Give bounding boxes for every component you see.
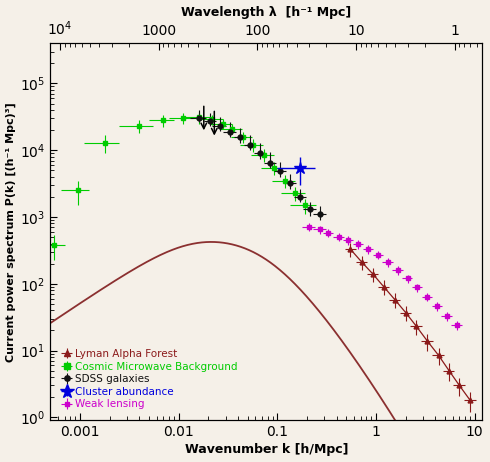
Y-axis label: Current power spectrum P(k) [(h⁻¹ Mpc)³]: Current power spectrum P(k) [(h⁻¹ Mpc)³]: [5, 102, 16, 362]
X-axis label: Wavenumber k [h/Mpc]: Wavenumber k [h/Mpc]: [185, 444, 348, 456]
X-axis label: Wavelength λ  [h⁻¹ Mpc]: Wavelength λ [h⁻¹ Mpc]: [181, 6, 351, 18]
Legend: Lyman Alpha Forest, Cosmic Microwave Background, SDSS galaxies, Cluster abundanc: Lyman Alpha Forest, Cosmic Microwave Bac…: [60, 347, 240, 412]
